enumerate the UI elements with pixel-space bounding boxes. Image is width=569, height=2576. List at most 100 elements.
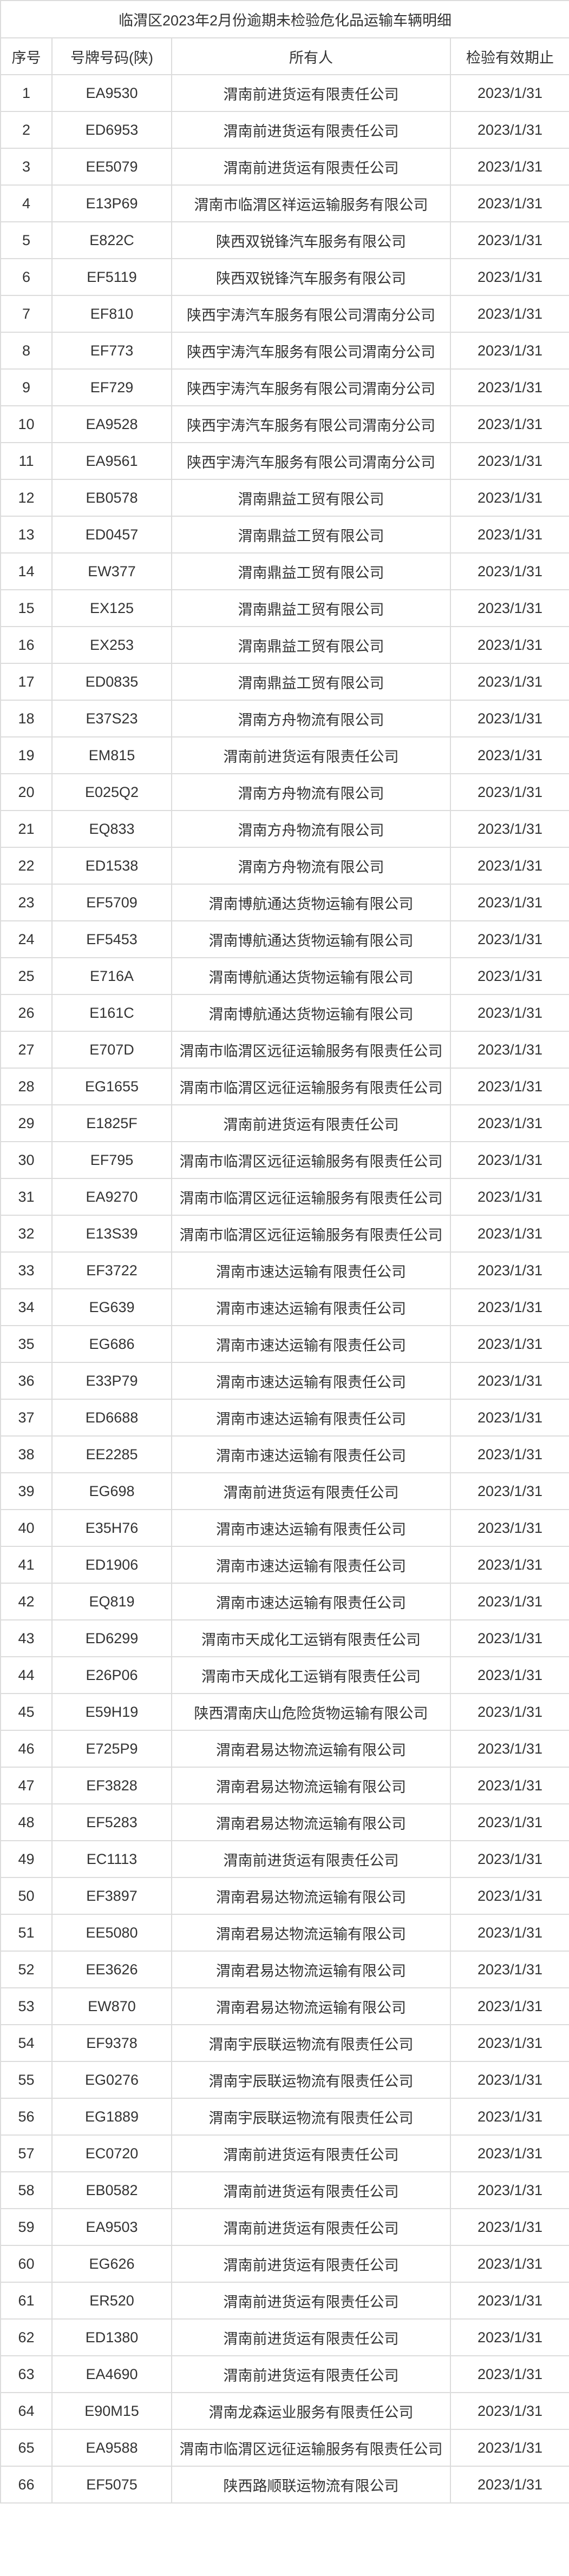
- table-row: 51 EE5080 渭南君易达物流运输有限公司 2023/1/31: [0, 1914, 569, 1952]
- cell-index: 26: [0, 994, 53, 1032]
- table-row: 48 EF5283 渭南君易达物流运输有限公司 2023/1/31: [0, 1803, 569, 1841]
- cell-plate: EF3828: [51, 1767, 172, 1804]
- cell-owner: 陕西渭南庆山危险货物运输有限公司: [171, 1693, 451, 1731]
- cell-plate: ED1538: [51, 847, 172, 885]
- cell-index: 38: [0, 1435, 53, 1473]
- cell-owner: 渭南博航通达货物运输有限公司: [171, 884, 451, 921]
- cell-expiry: 2023/1/31: [449, 2466, 569, 2503]
- cell-index: 63: [0, 2355, 53, 2393]
- table-row: 36 E33P79 渭南市速达运输有限责任公司 2023/1/31: [0, 1362, 569, 1400]
- cell-plate: EW377: [51, 552, 172, 590]
- table-row: 43 ED6299 渭南市天成化工运销有限责任公司 2023/1/31: [0, 1619, 569, 1657]
- cell-index: 50: [0, 1877, 53, 1915]
- cell-index: 2: [0, 111, 53, 149]
- cell-plate: ED1906: [51, 1546, 172, 1584]
- cell-plate: EA9528: [51, 405, 172, 443]
- cell-expiry: 2023/1/31: [449, 148, 569, 186]
- cell-owner: 渭南市临渭区祥运运输服务有限公司: [171, 185, 451, 222]
- cell-plate: EA9530: [51, 74, 172, 112]
- cell-plate: EF5283: [51, 1803, 172, 1841]
- cell-owner: 渭南方舟物流有限公司: [171, 847, 451, 885]
- table-row: 28 EG1655 渭南市临渭区远征运输服务有限责任公司 2023/1/31: [0, 1068, 569, 1105]
- cell-expiry: 2023/1/31: [449, 552, 569, 590]
- cell-plate: EF5709: [51, 884, 172, 921]
- cell-index: 10: [0, 405, 53, 443]
- table-row: 3 EE5079 渭南前进货运有限责任公司 2023/1/31: [0, 148, 569, 186]
- table-row: 56 EG1889 渭南宇辰联运物流有限责任公司 2023/1/31: [0, 2098, 569, 2136]
- cell-owner: 渭南前进货运有限责任公司: [171, 2245, 451, 2283]
- table-row: 61 ER520 渭南前进货运有限责任公司 2023/1/31: [0, 2282, 569, 2320]
- table-row: 11 EA9561 陕西宇涛汽车服务有限公司渭南分公司 2023/1/31: [0, 442, 569, 480]
- cell-owner: 渭南前进货运有限责任公司: [171, 2318, 451, 2356]
- cell-expiry: 2023/1/31: [449, 479, 569, 517]
- table-row: 34 EG639 渭南市速达运输有限责任公司 2023/1/31: [0, 1288, 569, 1326]
- cell-expiry: 2023/1/31: [449, 111, 569, 149]
- cell-owner: 陕西宇涛汽车服务有限公司渭南分公司: [171, 405, 451, 443]
- cell-expiry: 2023/1/31: [449, 773, 569, 811]
- cell-index: 47: [0, 1767, 53, 1804]
- cell-index: 61: [0, 2282, 53, 2320]
- cell-expiry: 2023/1/31: [449, 1325, 569, 1363]
- cell-owner: 渭南前进货运有限责任公司: [171, 736, 451, 774]
- cell-plate: EA9503: [51, 2208, 172, 2246]
- cell-owner: 渭南前进货运有限责任公司: [171, 74, 451, 112]
- cell-expiry: 2023/1/31: [449, 442, 569, 480]
- cell-plate: EW870: [51, 1987, 172, 2025]
- table-row: 41 ED1906 渭南市速达运输有限责任公司 2023/1/31: [0, 1546, 569, 1584]
- header-owner: 所有人: [171, 37, 451, 75]
- cell-expiry: 2023/1/31: [449, 221, 569, 259]
- cell-owner: 渭南市速达运输有限责任公司: [171, 1399, 451, 1437]
- cell-plate: EF3897: [51, 1877, 172, 1915]
- vehicle-table: 临渭区2023年2月份逾期未检验危化品运输车辆明细 序号 号牌号码(陕) 所有人…: [0, 0, 569, 2503]
- cell-index: 8: [0, 332, 53, 370]
- table-row: 39 EG698 渭南前进货运有限责任公司 2023/1/31: [0, 1472, 569, 1510]
- table-row: 55 EG0276 渭南宇辰联运物流有限责任公司 2023/1/31: [0, 2061, 569, 2099]
- cell-index: 60: [0, 2245, 53, 2283]
- cell-plate: EF795: [51, 1141, 172, 1179]
- cell-plate: E822C: [51, 221, 172, 259]
- cell-index: 42: [0, 1583, 53, 1620]
- cell-expiry: 2023/1/31: [449, 884, 569, 921]
- cell-plate: EF5453: [51, 920, 172, 958]
- cell-index: 17: [0, 663, 53, 701]
- table-row: 25 E716A 渭南博航通达货物运输有限公司 2023/1/31: [0, 957, 569, 995]
- table-row: 16 EX253 渭南鼎益工贸有限公司 2023/1/31: [0, 626, 569, 664]
- cell-index: 59: [0, 2208, 53, 2246]
- table-row: 17 ED0835 渭南鼎益工贸有限公司 2023/1/31: [0, 663, 569, 701]
- cell-plate: E025Q2: [51, 773, 172, 811]
- cell-plate: EA9588: [51, 2429, 172, 2467]
- table-row: 47 EF3828 渭南君易达物流运输有限公司 2023/1/31: [0, 1767, 569, 1804]
- cell-owner: 渭南市速达运输有限责任公司: [171, 1362, 451, 1400]
- cell-plate: EE5080: [51, 1914, 172, 1952]
- cell-expiry: 2023/1/31: [449, 1693, 569, 1731]
- cell-index: 14: [0, 552, 53, 590]
- cell-plate: EB0582: [51, 2171, 172, 2209]
- table-row: 27 E707D 渭南市临渭区远征运输服务有限责任公司 2023/1/31: [0, 1031, 569, 1069]
- cell-owner: 渭南博航通达货物运输有限公司: [171, 920, 451, 958]
- cell-plate: ED6953: [51, 111, 172, 149]
- cell-expiry: 2023/1/31: [449, 2171, 569, 2209]
- table-row: 38 EE2285 渭南市速达运输有限责任公司 2023/1/31: [0, 1435, 569, 1473]
- header-index: 序号: [0, 37, 53, 75]
- cell-owner: 渭南君易达物流运输有限公司: [171, 1730, 451, 1768]
- table-row: 60 EG626 渭南前进货运有限责任公司 2023/1/31: [0, 2245, 569, 2283]
- cell-index: 18: [0, 700, 53, 737]
- cell-index: 24: [0, 920, 53, 958]
- cell-expiry: 2023/1/31: [449, 2429, 569, 2467]
- cell-plate: E37S23: [51, 700, 172, 737]
- table-row: 44 E26P06 渭南市天成化工运销有限责任公司 2023/1/31: [0, 1656, 569, 1694]
- cell-plate: EE2285: [51, 1435, 172, 1473]
- cell-expiry: 2023/1/31: [449, 2208, 569, 2246]
- cell-expiry: 2023/1/31: [449, 1178, 569, 1216]
- table-row: 53 EW870 渭南君易达物流运输有限公司 2023/1/31: [0, 1987, 569, 2025]
- cell-expiry: 2023/1/31: [449, 2392, 569, 2430]
- cell-index: 33: [0, 1251, 53, 1289]
- cell-expiry: 2023/1/31: [449, 1803, 569, 1841]
- table-row: 57 EC0720 渭南前进货运有限责任公司 2023/1/31: [0, 2134, 569, 2172]
- cell-owner: 渭南前进货运有限责任公司: [171, 2282, 451, 2320]
- cell-owner: 渭南市临渭区远征运输服务有限责任公司: [171, 1215, 451, 1253]
- cell-index: 11: [0, 442, 53, 480]
- cell-owner: 渭南市速达运输有限责任公司: [171, 1288, 451, 1326]
- table-row: 66 EF5075 陕西路顺联运物流有限公司 2023/1/31: [0, 2466, 569, 2503]
- cell-expiry: 2023/1/31: [449, 957, 569, 995]
